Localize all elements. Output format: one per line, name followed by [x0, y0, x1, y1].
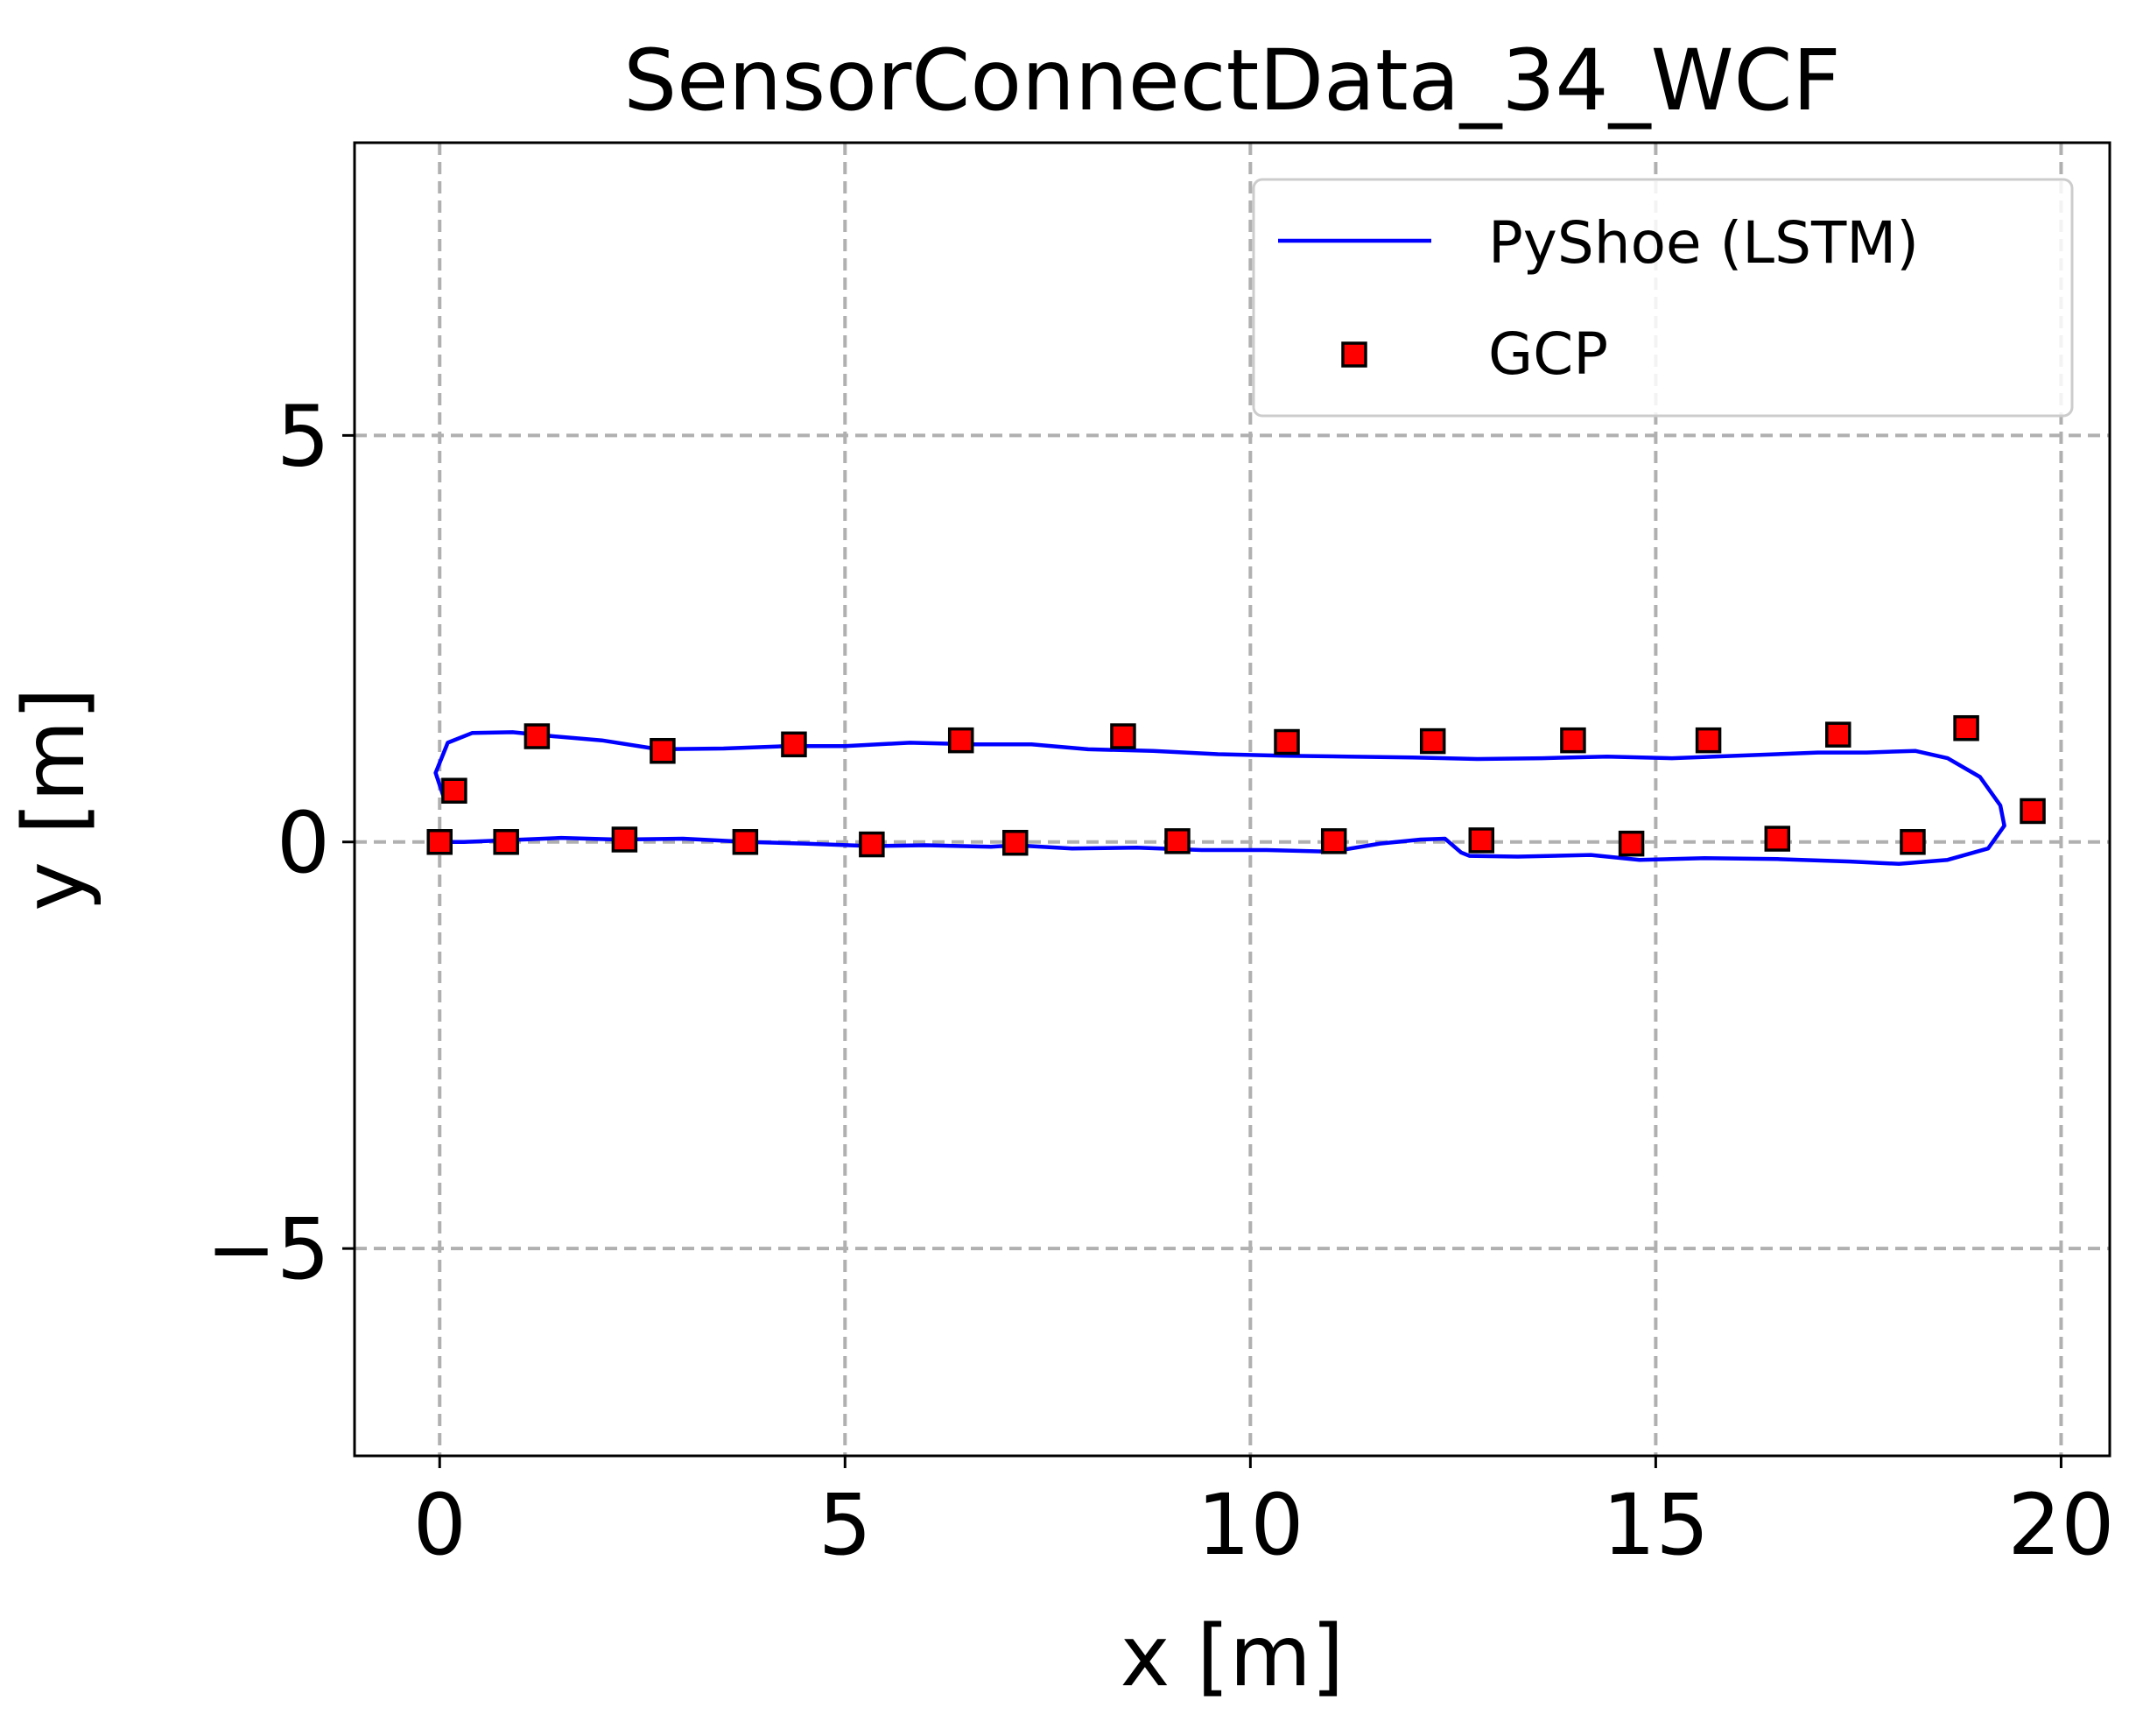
x-tick-label: 5	[819, 1476, 872, 1574]
gcp-marker	[1695, 727, 1722, 754]
gcp-marker	[1110, 723, 1136, 749]
gcp-marker	[650, 737, 676, 764]
gcp-marker	[1560, 727, 1586, 754]
gcp-marker	[1002, 829, 1029, 856]
legend-square-marker	[1341, 341, 1367, 368]
y-tick-label: −5	[206, 1200, 330, 1298]
y-tick-label: 0	[277, 794, 330, 892]
legend-entry-pyshoe-lstm: PyShoe (LSTM)	[1488, 209, 1919, 277]
gcp-marker	[1764, 826, 1791, 852]
gcp-marker	[493, 829, 519, 855]
x-axis-label: x [m]	[1121, 1607, 1345, 1705]
gcp-marker	[1618, 830, 1645, 857]
gcp-marker	[947, 727, 974, 754]
plot-area-frame	[353, 141, 2111, 1458]
gcp-markers	[426, 714, 2046, 858]
gcp-marker	[2020, 798, 2046, 825]
x-tick-label: 20	[2007, 1476, 2114, 1574]
gcp-marker	[523, 723, 551, 749]
legend-box	[1252, 178, 2074, 418]
x-tick-label: 15	[1602, 1476, 1709, 1574]
gcp-marker	[611, 826, 638, 853]
gcp-marker	[1900, 829, 1926, 855]
chart-title: SensorConnectData_34_WCF	[623, 32, 1841, 130]
gcp-marker	[859, 831, 885, 858]
gcp-marker	[1825, 721, 1851, 748]
gcp-marker	[426, 829, 453, 855]
gcp-marker	[441, 777, 467, 804]
gcp-marker	[1164, 828, 1191, 854]
x-tick-label: 10	[1197, 1476, 1303, 1574]
x-tick-label: 0	[413, 1476, 467, 1574]
legend-entry-gcp: GCP	[1488, 320, 1608, 388]
gcp-marker	[781, 731, 807, 758]
gcp-marker	[1419, 727, 1446, 755]
axis-ticks: 0 5 10 15 20 −5 0 5	[206, 387, 2114, 1574]
gcp-marker	[1953, 714, 1979, 741]
y-axis-label: y [m]	[5, 687, 103, 911]
gcp-marker	[732, 829, 759, 855]
gcp-marker	[1468, 827, 1495, 854]
gcp-marker	[1320, 828, 1347, 854]
y-tick-label: 5	[277, 387, 330, 485]
gcp-marker	[1274, 728, 1300, 756]
legend: PyShoe (LSTM) GCP	[1252, 178, 2074, 418]
